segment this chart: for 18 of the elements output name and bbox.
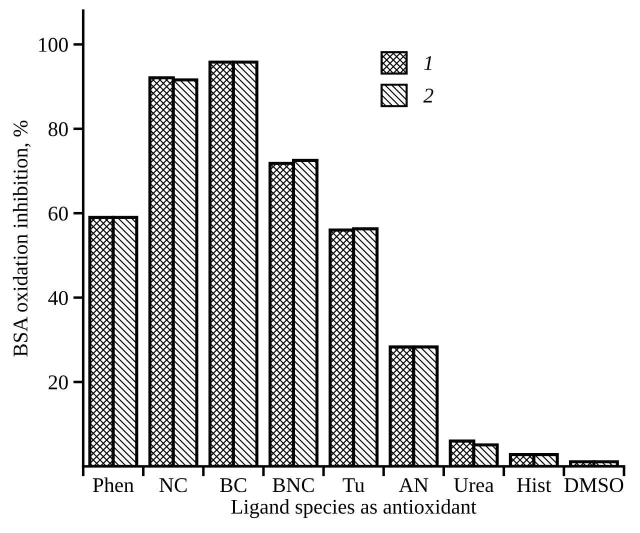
y-tick-label: 40 xyxy=(48,290,68,306)
y-tick-label: 20 xyxy=(48,375,68,390)
y-tick-label: 80 xyxy=(48,122,68,136)
y-tick-label: 100 xyxy=(39,38,68,52)
y-tick-label: 60 xyxy=(48,206,68,221)
x-tick-label: BNC xyxy=(272,478,314,492)
x-axis-title: Ligand species as antioxidant xyxy=(231,499,476,518)
x-tick-label: DMSO xyxy=(564,478,624,492)
x-tick-label: Tu xyxy=(342,478,364,492)
x-tick-label: Phen xyxy=(93,477,134,492)
legend-label: 2 xyxy=(423,88,434,102)
x-tick-label: BC xyxy=(220,478,246,492)
x-tick-label: NC xyxy=(159,478,187,492)
y-axis-title: BSA oxidation inhibition, % xyxy=(12,120,31,357)
x-tick-label: Hist xyxy=(517,478,552,492)
x-tick-label: Urea xyxy=(454,478,494,492)
x-tick-label: AN xyxy=(398,478,428,492)
legend-label: 1 xyxy=(424,56,432,70)
